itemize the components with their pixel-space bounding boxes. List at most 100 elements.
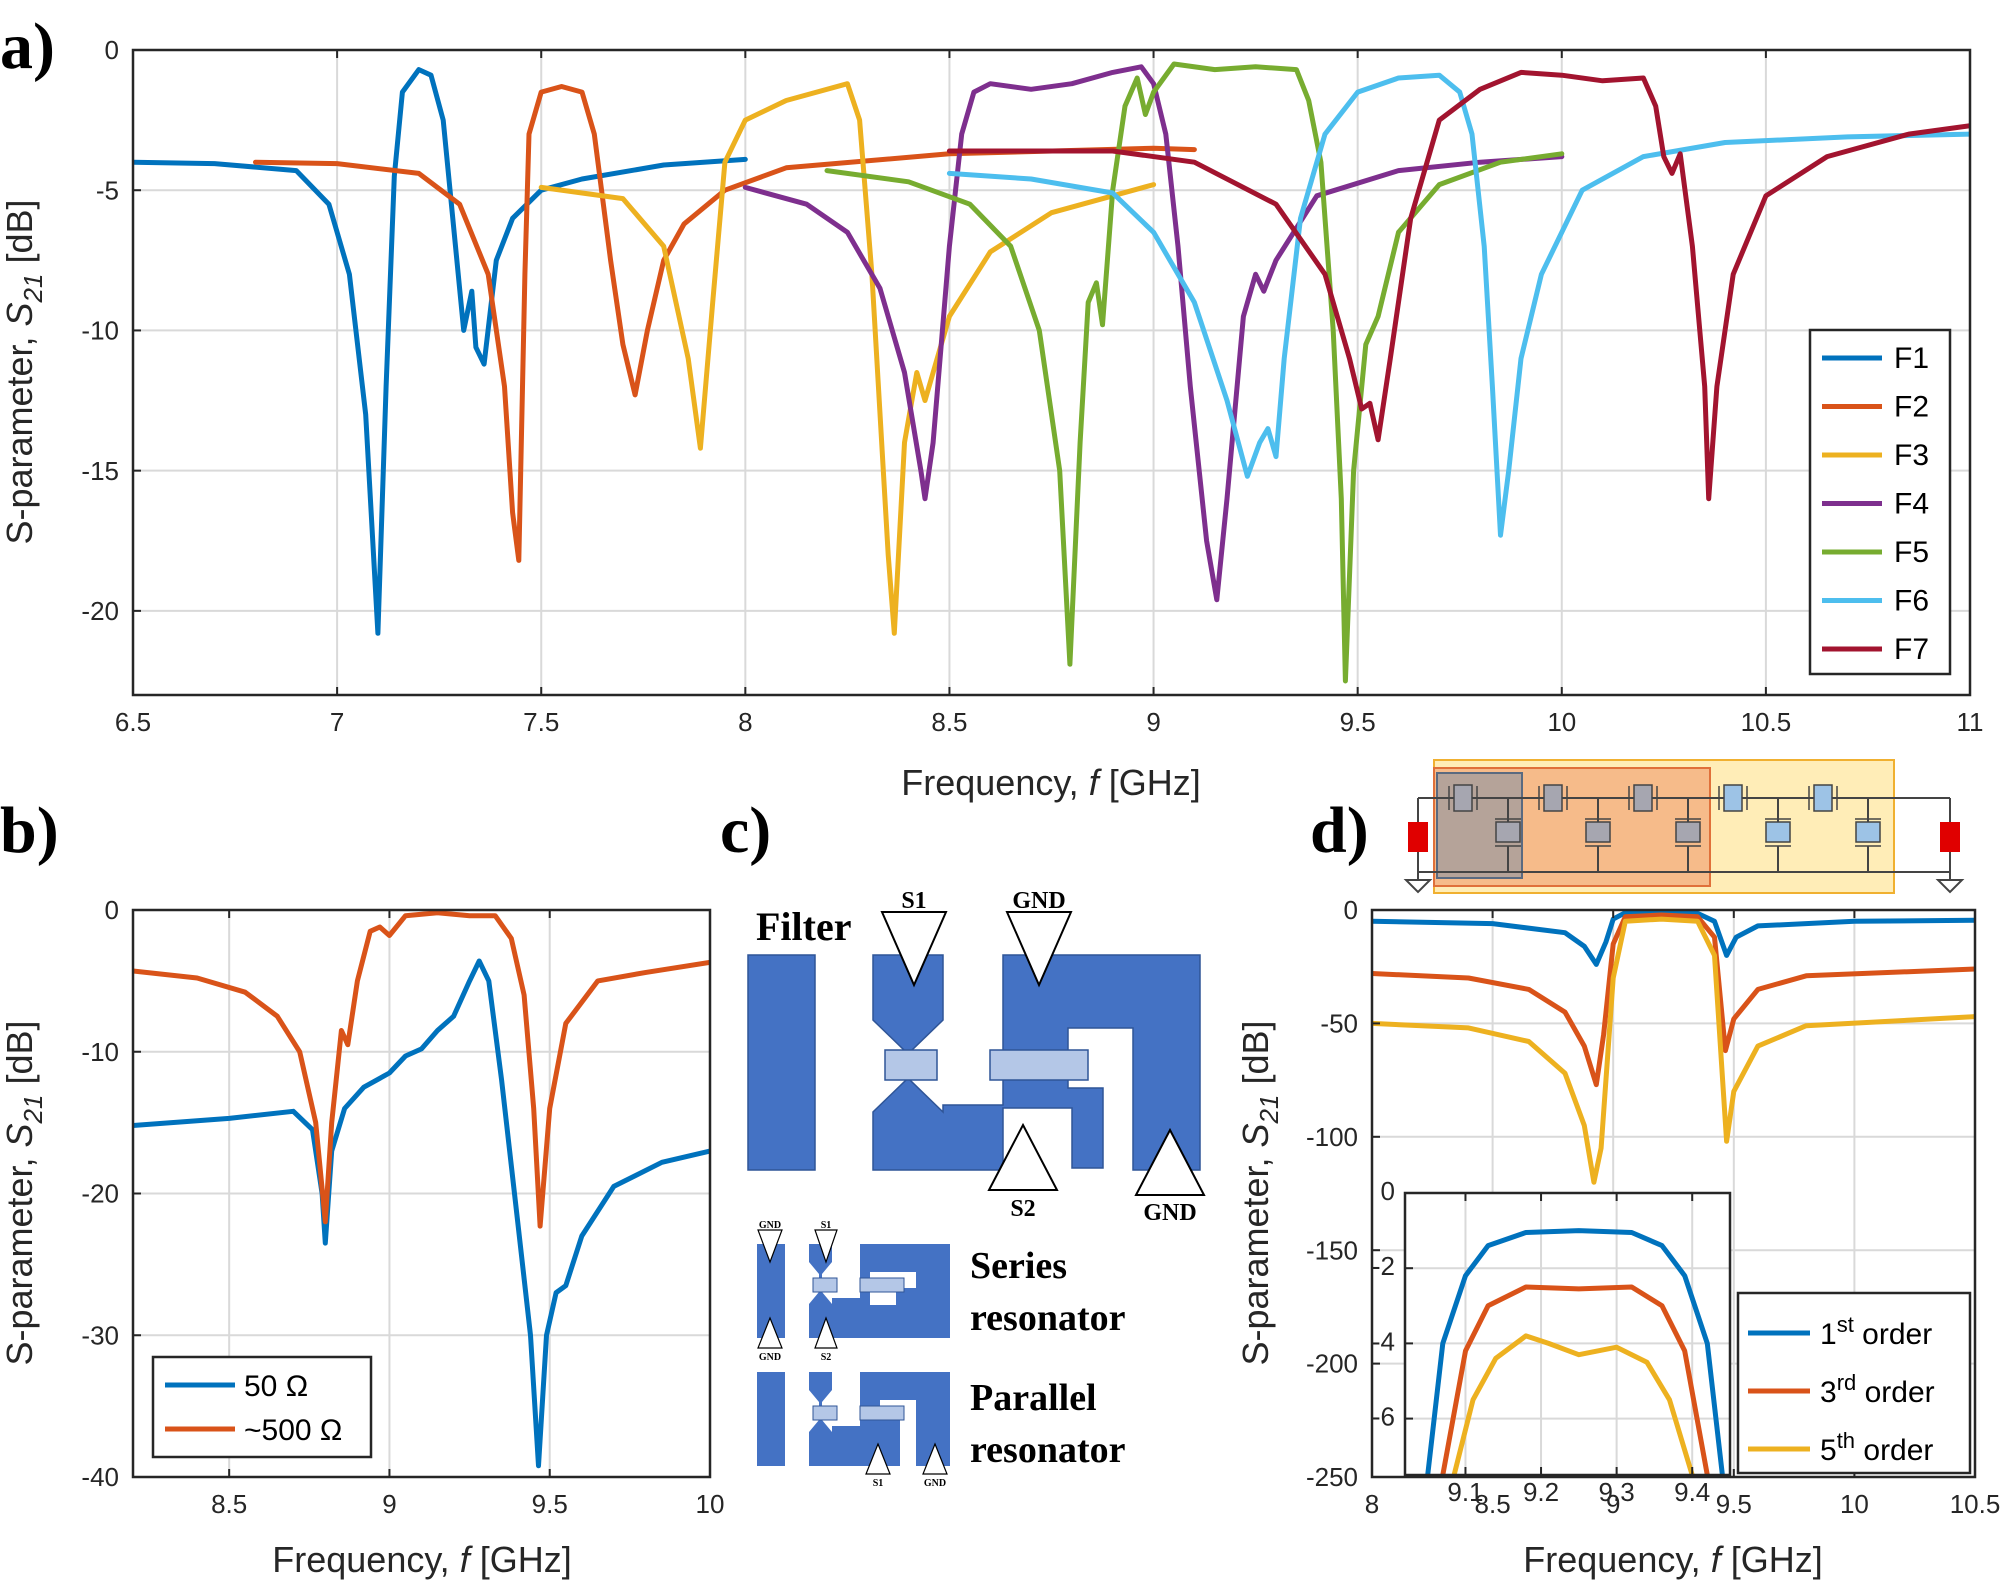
- y-tick-label: -150: [1306, 1235, 1358, 1265]
- panel-d-ylabel: S-parameter, S21 [dB]: [1235, 1020, 1284, 1365]
- panel-label-b: b): [0, 794, 59, 867]
- y-tick-label: 0: [105, 895, 119, 925]
- panel-label-d: d): [1310, 794, 1369, 867]
- port-gnd-top-label: GND: [1012, 888, 1065, 914]
- panel-b-xlabel: Frequency, f [GHz]: [272, 1539, 571, 1580]
- legend-label-b-1: 50 Ω: [244, 1370, 308, 1403]
- y-tick-label: -40: [81, 1462, 119, 1492]
- port-resistor-right: [1940, 822, 1960, 852]
- port-gnd-bottom-triangle: [1134, 1127, 1206, 1196]
- y-tick-label: -10: [81, 1037, 119, 1067]
- series-line-d-2: [1372, 912, 1975, 1088]
- x-tick-label: 8.5: [1475, 1489, 1511, 1519]
- inset-frame: [1403, 1191, 1732, 1477]
- panel-a-series-group: [133, 61, 1970, 684]
- y-tick-label: 0: [105, 35, 119, 65]
- legend-label-f7: F7: [1894, 633, 1929, 666]
- y-tick-label: -30: [81, 1320, 119, 1350]
- x-tick-label: 8: [1365, 1489, 1379, 1519]
- x-tick-label: 10.5: [1741, 707, 1792, 737]
- series-gnd-label: GND: [759, 1220, 781, 1231]
- legend-label-f3: F3: [1894, 439, 1929, 472]
- legend-label-f1: F1: [1894, 342, 1929, 375]
- y-tick-label: -4: [1372, 1326, 1395, 1356]
- filter-gnd-pad-left: [747, 954, 816, 1171]
- y-tick-label: -6: [1372, 1402, 1395, 1432]
- schematic-shunt-resonator: [1675, 821, 1701, 843]
- series-line-a-6: [946, 72, 1970, 538]
- series-overlap-2: [859, 1277, 905, 1293]
- parallel-s1-triangle: [865, 1442, 891, 1475]
- panel-d-legend: 1st order 3rd order 5th order: [1736, 1291, 1972, 1475]
- series-label-1: Series: [970, 1245, 1067, 1287]
- x-tick-label: 9: [382, 1489, 396, 1519]
- panel-a-legend: F1 F2 F3 F4 F5 F6 F7: [1808, 328, 1952, 676]
- schematic-wires: [1417, 797, 1951, 880]
- x-tick-label: 6.5: [115, 707, 151, 737]
- x-tick-label: 8: [738, 707, 752, 737]
- series-line-a-5: [824, 61, 1565, 684]
- schematic-series-resonator: [1723, 784, 1743, 812]
- series-s2-label: S2: [821, 1352, 832, 1363]
- x-tick-label: 9.4: [1674, 1477, 1710, 1507]
- series-gnd2-triangle: [757, 1316, 783, 1349]
- filter-overlap-1: [884, 1049, 938, 1081]
- series-s2-triangle: [814, 1316, 838, 1349]
- y-tick-label: -250: [1306, 1462, 1358, 1492]
- port-s2-label: S2: [1010, 1196, 1035, 1222]
- x-tick-label: 9: [1606, 1489, 1620, 1519]
- parallel-label-2: resonator: [970, 1429, 1126, 1471]
- schematic-shunt-resonator: [1495, 821, 1521, 843]
- panel-a-ylabel: S-parameter, S21 [dB]: [0, 199, 48, 544]
- y-tick-label: -5: [96, 175, 119, 205]
- schematic-series-resonator: [1453, 784, 1473, 812]
- filter-overlap-2: [989, 1049, 1089, 1081]
- series-line-d-3: [1372, 916, 1975, 1185]
- legend-label-f6: F6: [1894, 585, 1929, 618]
- port-resistor-left: [1408, 822, 1428, 852]
- y-tick-label: -200: [1306, 1349, 1358, 1379]
- inset-series-group: [1425, 1228, 1725, 1475]
- panel-d-frame: [1370, 908, 1977, 1479]
- parallel-resonator-layout: S1 GND Parallel resonator: [757, 1372, 1126, 1489]
- x-tick-label: 8.5: [211, 1489, 247, 1519]
- y-tick-label: -100: [1306, 1122, 1358, 1152]
- series-s1-triangle: [814, 1229, 838, 1264]
- x-tick-label: 9.5: [1340, 707, 1376, 737]
- panel-a-xlabel: Frequency, f [GHz]: [901, 762, 1200, 803]
- x-tick-label: 9: [1146, 707, 1160, 737]
- x-tick-label: 10: [696, 1489, 725, 1519]
- legend-label-d-1: 1st order: [1820, 1312, 1932, 1351]
- x-tick-label: 7: [330, 707, 344, 737]
- series-line-a-1: [133, 67, 748, 636]
- legend-label-f4: F4: [1894, 488, 1929, 521]
- y-tick-label: -15: [81, 456, 119, 486]
- schematic-series-resonator: [1633, 784, 1653, 812]
- series-metal: [809, 1244, 950, 1338]
- x-tick-label: 10: [1547, 707, 1576, 737]
- legend-label-d-2: 3rd order: [1820, 1370, 1935, 1409]
- y-tick-label: -20: [81, 596, 119, 626]
- series-gnd2-label: GND: [759, 1352, 781, 1363]
- panel-a-chart: 6.5 7 7.5 8 8.5 9 9.5 10 10.5 11 0 -5 -10 -15 -20 Freq…: [0, 35, 1984, 803]
- y-tick-label: -50: [1320, 1009, 1358, 1039]
- filter-layout: S1 GND S2 GND: [747, 888, 1206, 1226]
- ground-symbol-left: [1403, 879, 1433, 894]
- panel-label-a: a): [0, 10, 55, 83]
- series-line-d-1: [1372, 910, 1975, 967]
- series-line-a-4: [742, 64, 1565, 603]
- schematic-series-resonator: [1813, 784, 1833, 812]
- panel-d-series-group: [1372, 910, 1975, 1185]
- series-resonator-layout: GND S1 GND S2 Series resonator: [757, 1220, 1126, 1363]
- port-s2-triangle: [987, 1122, 1059, 1191]
- panel-d-schematic: [1403, 759, 1965, 894]
- y-tick-label: 0: [1381, 1176, 1395, 1206]
- x-tick-label: 11: [1957, 707, 1984, 737]
- legend-label-f2: F2: [1894, 391, 1929, 424]
- port-gnd-bottom-label: GND: [1143, 1200, 1196, 1226]
- x-tick-label: 9.3: [1599, 1477, 1635, 1507]
- y-tick-label: -10: [81, 316, 119, 346]
- series-line-a-7: [946, 69, 1970, 502]
- ground-symbol-right: [1935, 879, 1965, 894]
- parallel-label-1: Parallel: [970, 1377, 1097, 1419]
